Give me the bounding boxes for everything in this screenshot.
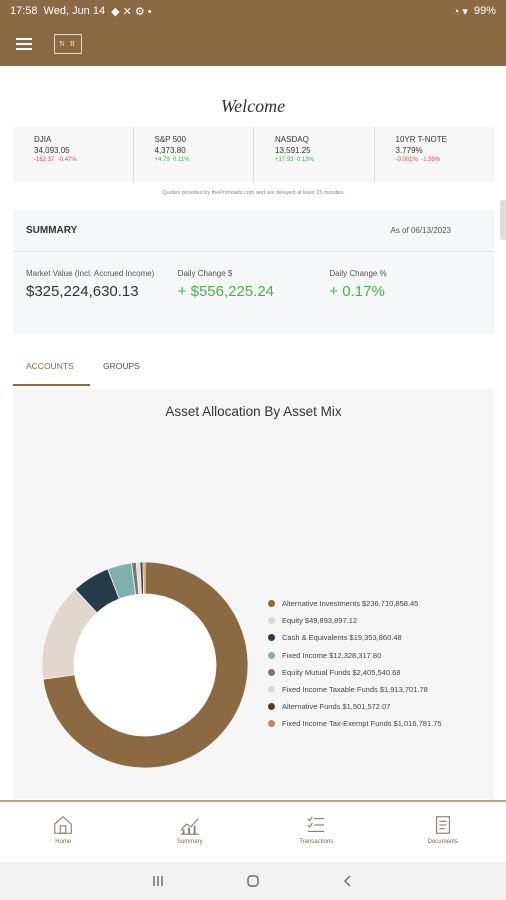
tab-bar: ACCOUNTS GROUPS (13, 352, 494, 386)
quote-symbol: DJIA (34, 135, 52, 144)
tab-accounts[interactable]: ACCOUNTS (13, 352, 90, 386)
legend-swatch (268, 617, 275, 625)
legend-swatch (268, 720, 275, 728)
nav-documents[interactable]: Documents (380, 802, 506, 862)
quote-value: 13,591.25 (275, 146, 311, 155)
legend-item[interactable]: Alternative Investments $236,710,858.45 (268, 595, 442, 612)
wifi-icon: ◔ ▾ (452, 5, 468, 18)
system-nav (0, 862, 506, 900)
nav-home[interactable]: Home (0, 802, 127, 862)
daily-change: + $556,225.24 (177, 283, 275, 300)
legend-item[interactable]: Equity $49,893,897.12 (268, 612, 442, 629)
quote-10yr: 10YR T-NOTE 3.779% -0.001% -1.59% (373, 127, 495, 182)
status-date: Wed, Jun 14 (43, 5, 106, 17)
status-time: 17:58 (10, 5, 38, 17)
recent-apps-icon[interactable] (146, 869, 170, 893)
legend-swatch (268, 686, 275, 694)
legend-swatch (268, 703, 275, 711)
market-quotes: DJIA 34,093.05 -162.37 -0.47% S&P 500 4,… (13, 127, 494, 182)
logo: N B (54, 34, 82, 54)
quote-symbol: S&P 500 (154, 135, 186, 144)
chart-title: Asset Allocation By Asset Mix (165, 404, 342, 419)
quote-change: +4.79 0.11% (154, 157, 190, 163)
asset-allocation-card: Asset Allocation By Asset Mix Alternativ… (13, 389, 494, 799)
quote-symbol: 10YR T-NOTE (395, 135, 447, 144)
quote-value: 34,093.05 (34, 146, 70, 155)
notification-icon: ◆ ✕ ⚙ • (111, 5, 152, 18)
legend-swatch (268, 668, 275, 676)
home-button-icon[interactable] (241, 869, 265, 893)
nav-transactions[interactable]: Transactions (253, 802, 380, 862)
legend-label: Cash & Equivalents $19,353,860.48 (282, 633, 402, 643)
quote-symbol: NASDAQ (275, 135, 309, 144)
welcome-title: Welcome (220, 96, 286, 116)
legend-item[interactable]: Fixed Income $12,328,317.80 (268, 647, 442, 664)
donut-hole (74, 594, 216, 736)
legend-item[interactable]: Equity Mutual Funds $2,405,540.68 (268, 664, 442, 681)
legend-swatch (268, 651, 275, 659)
daily-change-pct: + 0.17% (329, 283, 385, 300)
list-icon (307, 816, 325, 832)
summary-card: SUMMARY As of 06/13/2023 Market Value (I… (13, 210, 494, 334)
market-value-label: Market Value (Incl. Accrued Income) (26, 269, 155, 278)
legend-label: Equity $49,893,897.12 (282, 616, 358, 626)
quote-change: -0.001% -1.59% (395, 157, 441, 163)
scroll-handle[interactable] (500, 200, 506, 240)
chart-legend: Alternative Investments $236,710,858.45 E… (268, 595, 442, 733)
app-bar: N B (0, 22, 506, 66)
summary-title: SUMMARY (26, 225, 78, 236)
legend-item[interactable]: Fixed Income Tax-Exempt Funds $1,016,781… (268, 715, 442, 732)
daily-change-pct-label: Daily Change % (329, 269, 387, 278)
market-value: $325,224,630.13 (26, 283, 139, 300)
legend-label: Fixed Income $12,328,317.80 (282, 650, 382, 660)
document-icon (435, 816, 450, 834)
quote-value: 4,373.80 (154, 146, 186, 155)
home-icon (54, 816, 73, 834)
legend-item[interactable]: Alternative Funds $1,501,572.07 (268, 698, 442, 715)
tab-groups[interactable]: GROUPS (103, 361, 140, 371)
daily-change-label: Daily Change $ (177, 269, 233, 278)
quote-sp500: S&P 500 4,373.80 +4.79 0.11% (132, 127, 254, 182)
summary-date: As of 06/13/2023 (390, 226, 452, 235)
quote-djia: DJIA 34,093.05 -162.37 -0.47% (13, 127, 133, 182)
quote-disclaimer: Quotes provided by thePrimeads.com and a… (162, 190, 345, 196)
legend-label: Alternative Funds $1,501,572.07 (282, 702, 391, 712)
chart-icon (180, 818, 199, 835)
nav-summary[interactable]: Summary (127, 802, 254, 862)
battery-level: 99% (473, 5, 496, 17)
nav-label: Home (55, 839, 72, 845)
legend-label: Fixed Income Tax-Exempt Funds $1,016,781… (282, 719, 442, 729)
legend-swatch (268, 634, 275, 642)
quote-value: 3.779% (395, 146, 423, 155)
menu-icon[interactable] (16, 38, 32, 50)
donut-chart[interactable] (41, 549, 249, 781)
nav-label: Documents (427, 839, 458, 845)
nav-label: Transactions (299, 839, 334, 845)
legend-label: Fixed Income Taxable Funds $1,913,701.78 (282, 685, 428, 695)
legend-item[interactable]: Cash & Equivalents $19,353,860.48 (268, 629, 442, 646)
nav-label: Summary (176, 839, 203, 845)
status-bar: 17:58 Wed, Jun 14 ◆ ✕ ⚙ • ◔ ▾ 99% (0, 0, 506, 22)
quote-change: -162.37 -0.47% (34, 157, 77, 163)
legend-swatch (268, 600, 275, 608)
bottom-nav: Home Summary Transactions Documents (0, 800, 506, 862)
legend-label: Alternative Investments $236,710,858.45 (282, 599, 419, 609)
legend-label: Equity Mutual Funds $2,405,540.68 (282, 667, 401, 677)
quote-nasdaq: NASDAQ 13,591.25 +17.93 0.13% (253, 127, 374, 182)
back-icon[interactable] (336, 869, 360, 893)
legend-item[interactable]: Fixed Income Taxable Funds $1,913,701.78 (268, 681, 442, 698)
quote-change: +17.93 0.13% (275, 157, 314, 163)
donut-slice[interactable] (142, 561, 146, 595)
